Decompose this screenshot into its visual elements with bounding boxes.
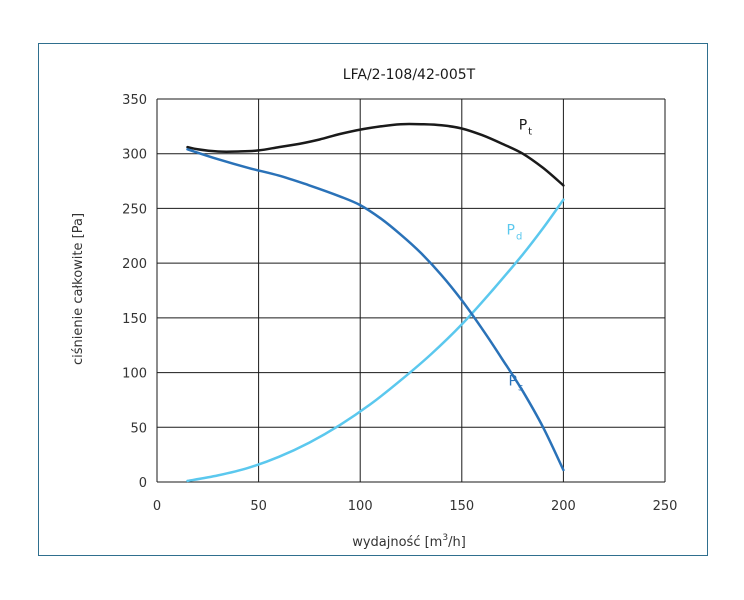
x-tick-label: 250 xyxy=(653,499,678,514)
ticks: 0 50 100 150 200 250 300 350 0 50 100 150 200 250 xyxy=(122,93,677,514)
y-tick-label: 350 xyxy=(122,93,147,108)
series-label-pd: Pd xyxy=(507,223,523,243)
x-tick-label: 0 xyxy=(153,499,161,514)
series-label-pt: Pt xyxy=(519,118,532,138)
curves xyxy=(186,122,565,483)
series-label-ps: Ps xyxy=(509,374,524,394)
y-tick-label: 300 xyxy=(122,148,147,163)
series-line-ps xyxy=(186,148,565,472)
x-tick-label: 100 xyxy=(348,499,373,514)
y-tick-label: 0 xyxy=(139,476,147,491)
x-tick-label: 50 xyxy=(250,499,267,514)
chart-frame: 0 50 100 150 200 250 300 350 0 50 100 150 200 250 LFA… xyxy=(38,43,708,556)
series-labels: Pt Pd Ps xyxy=(507,118,533,394)
series-line-pt xyxy=(186,122,565,187)
y-tick-label: 200 xyxy=(122,257,147,272)
y-axis-label: ciśnienie całkowite [Pa] xyxy=(71,213,86,365)
x-tick-label: 150 xyxy=(449,499,474,514)
fan-curve-chart: 0 50 100 150 200 250 300 350 0 50 100 150 200 250 LFA… xyxy=(71,67,677,550)
y-tick-label: 100 xyxy=(122,367,147,382)
grid xyxy=(156,98,666,483)
y-tick-label: 50 xyxy=(130,421,147,436)
y-tick-label: 150 xyxy=(122,312,147,327)
y-tick-label: 250 xyxy=(122,202,147,217)
x-axis-label: wydajność [m3/h] xyxy=(352,533,466,550)
chart-title: LFA/2-108/42-005T xyxy=(343,67,476,83)
x-tick-label: 200 xyxy=(551,499,576,514)
series-line-pd xyxy=(186,198,565,483)
